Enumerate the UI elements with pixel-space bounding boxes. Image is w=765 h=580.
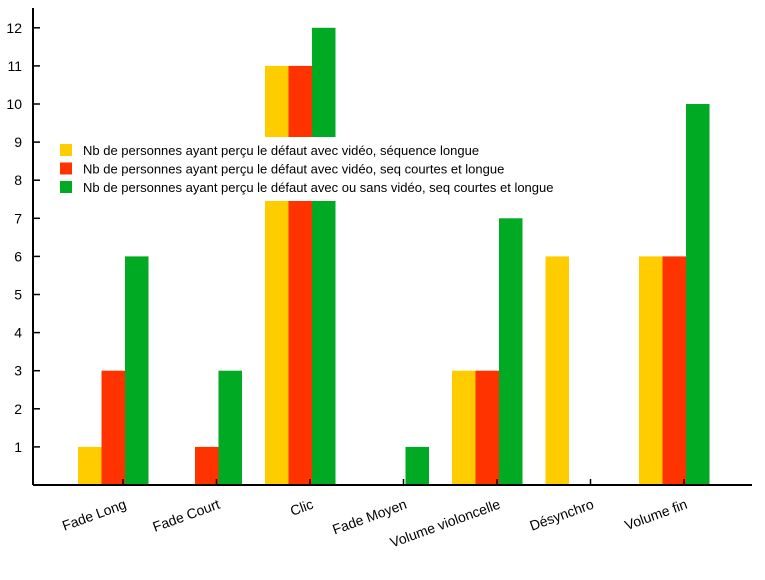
y-tick-label: 7 <box>14 210 22 226</box>
y-tick-label: 6 <box>14 248 22 264</box>
y-tick-label: 4 <box>14 325 22 341</box>
bar <box>686 104 710 485</box>
legend-label: Nb de personnes ayant perçu le défaut av… <box>83 162 504 177</box>
bar <box>475 370 499 485</box>
category-label: Clic <box>288 496 315 519</box>
bar <box>288 65 312 486</box>
category-label: Volume fin <box>622 496 689 533</box>
y-tick-label: 12 <box>6 20 22 36</box>
chart-legend: Nb de personnes ayant perçu le défaut av… <box>60 143 553 195</box>
bar <box>662 256 686 485</box>
legend-swatch <box>60 181 72 193</box>
bar <box>125 256 149 485</box>
legend-swatch <box>60 144 72 156</box>
category-label: Fade Court <box>150 496 221 535</box>
bar <box>499 218 523 486</box>
bar <box>101 370 125 485</box>
category-label: Désynchro <box>527 496 596 534</box>
bar <box>195 446 219 485</box>
bar <box>452 370 476 485</box>
y-tick-label: 11 <box>7 58 22 74</box>
y-tick-label: 9 <box>14 134 22 150</box>
y-tick-label: 3 <box>14 363 22 379</box>
legend-background <box>58 137 658 201</box>
bar <box>545 256 569 485</box>
bar <box>218 370 242 485</box>
bar <box>639 256 663 485</box>
bar <box>78 446 102 485</box>
bars-layer <box>78 27 710 486</box>
y-tick-label: 2 <box>14 401 22 417</box>
bar <box>312 27 336 486</box>
y-tick-label: 10 <box>6 96 22 112</box>
bar <box>405 446 429 485</box>
y-tick-label: 8 <box>14 172 22 188</box>
y-tick-label: 5 <box>14 287 22 303</box>
bar <box>265 65 289 486</box>
y-tick-label: 1 <box>14 439 22 455</box>
legend-swatch <box>60 162 72 175</box>
legend-label: Nb de personnes ayant perçu le défaut av… <box>83 180 553 195</box>
category-label: Fade Long <box>60 496 128 534</box>
legend-label: Nb de personnes ayant perçu le défaut av… <box>83 143 479 158</box>
